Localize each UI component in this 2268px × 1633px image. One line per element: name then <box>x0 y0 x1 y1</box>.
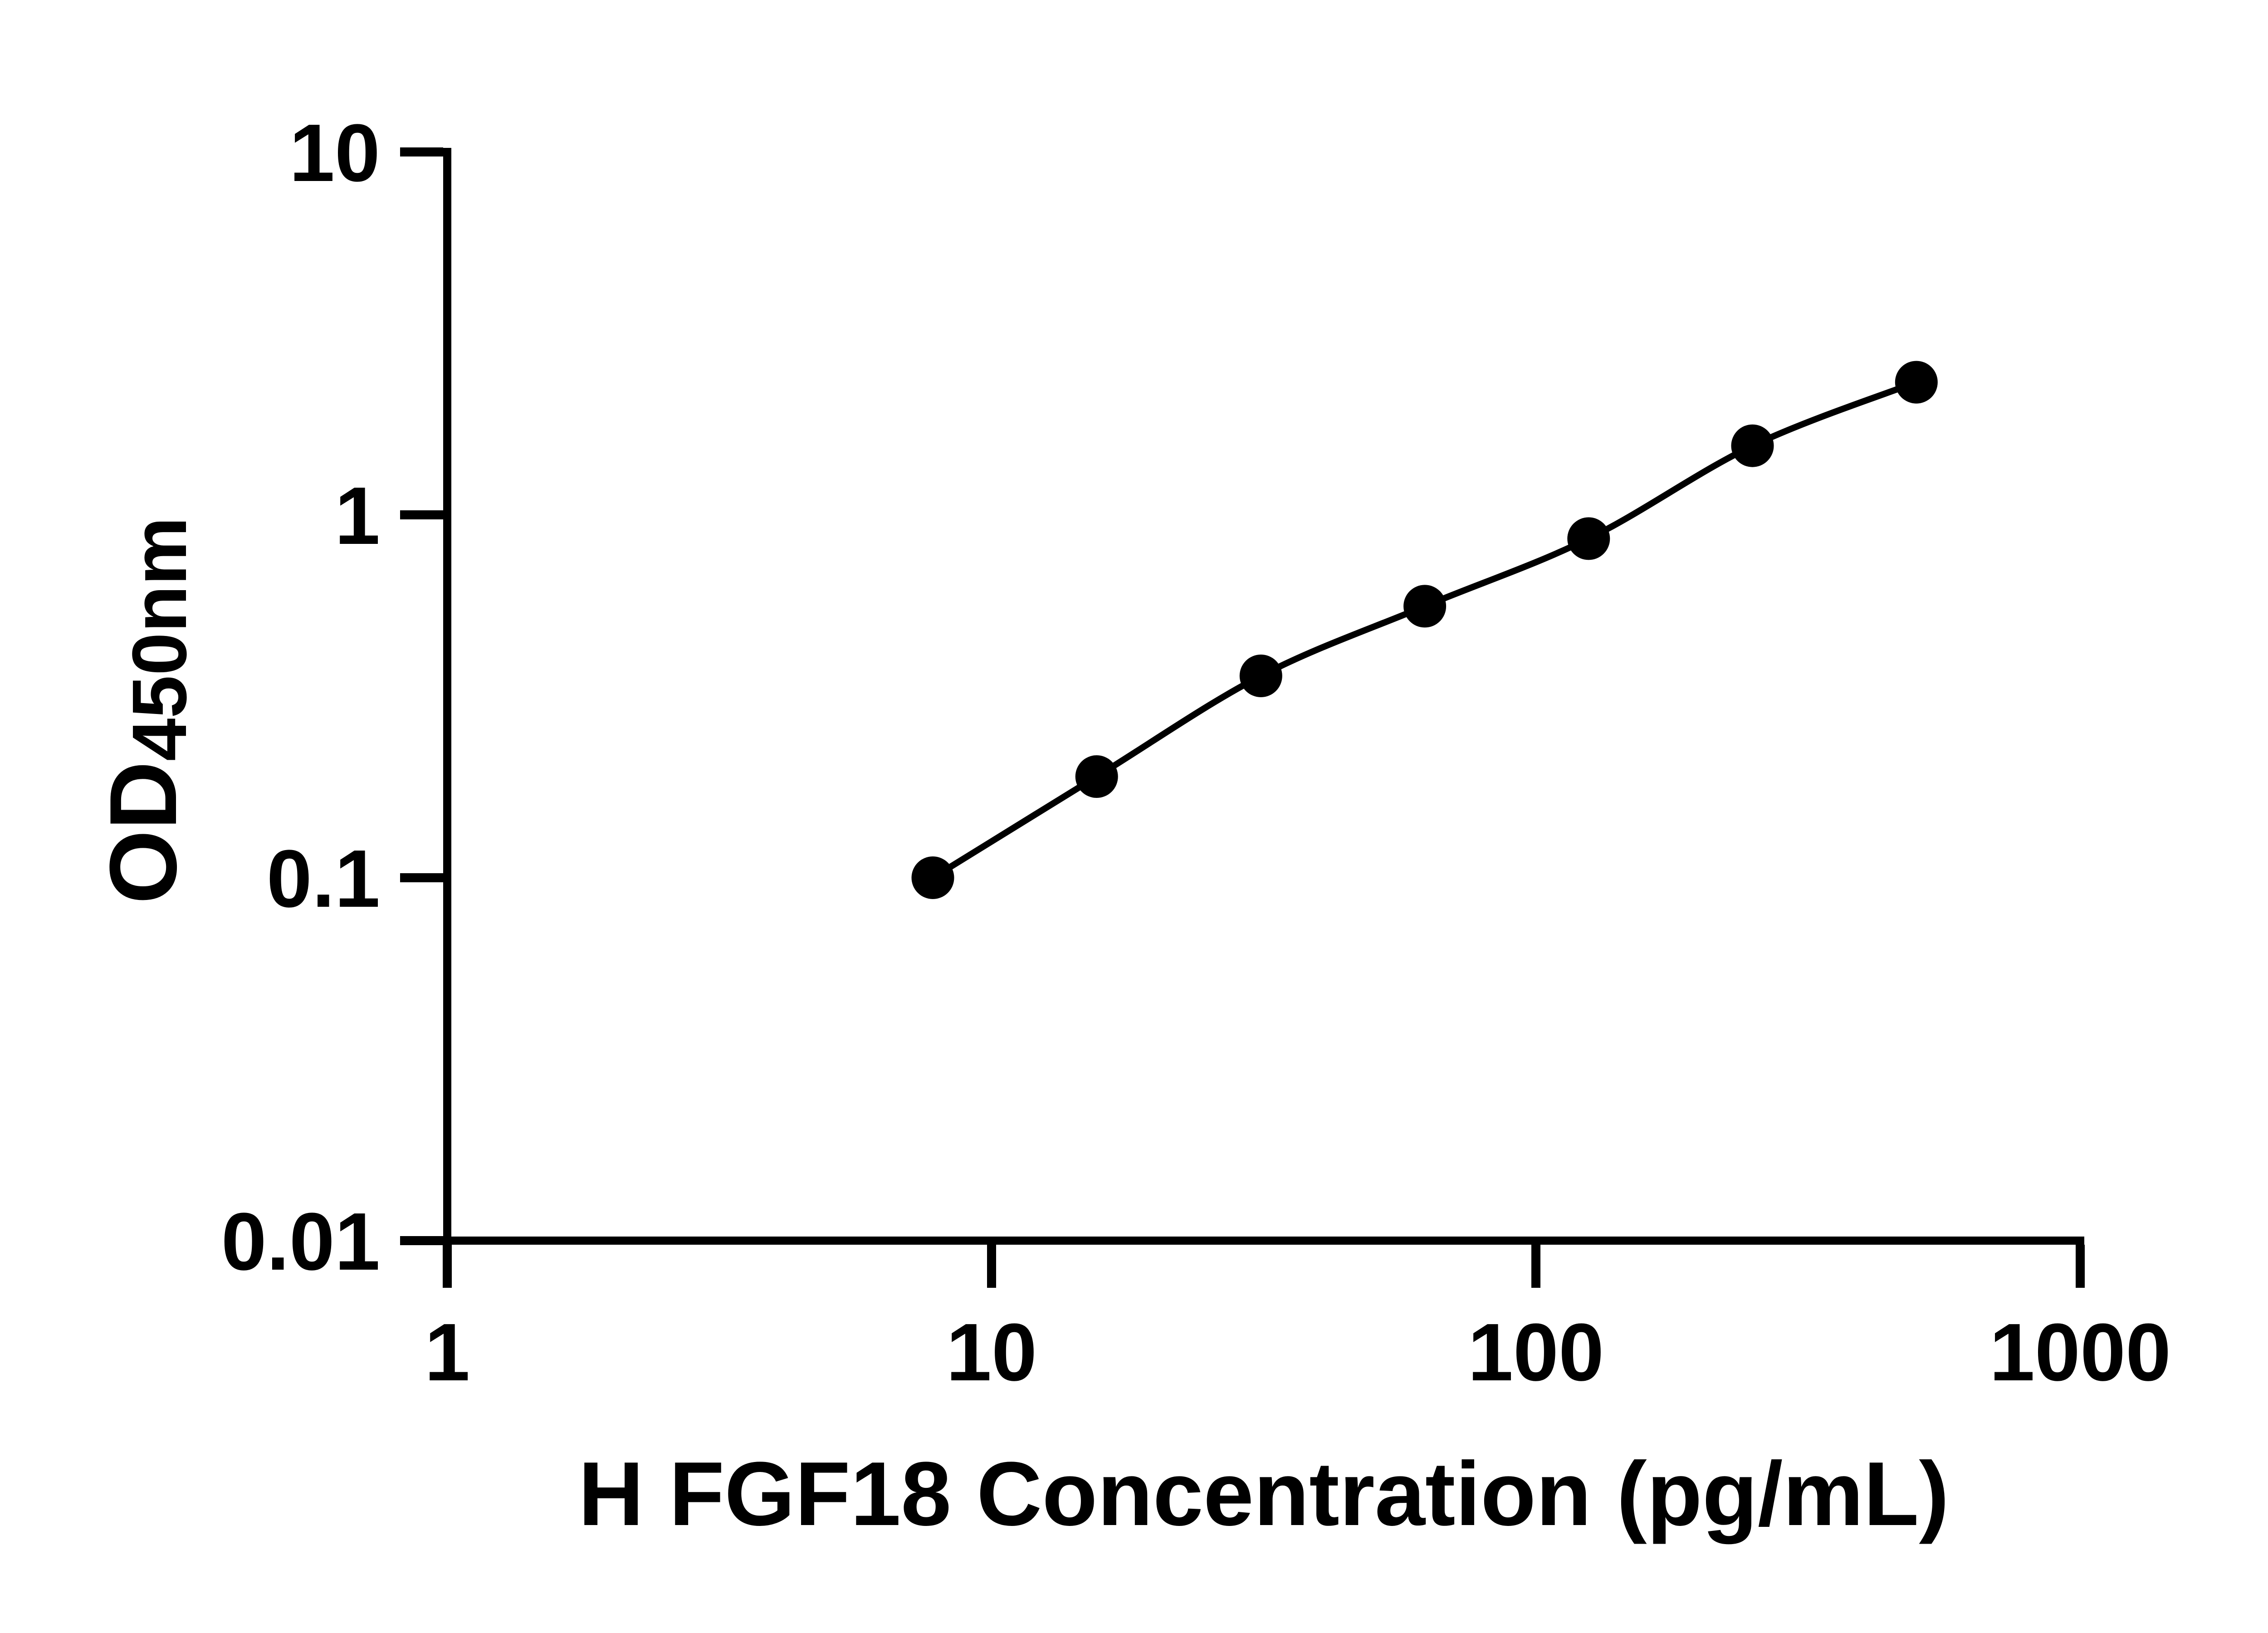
x-tick-label: 1 <box>425 1307 470 1398</box>
y-axis-title: OD450nm <box>90 517 203 904</box>
data-point <box>1895 361 1938 404</box>
axis-ticks <box>400 147 2085 1288</box>
x-tick-label: 10 <box>946 1307 1037 1398</box>
data-point <box>1731 424 1774 467</box>
y-tick-label: 0.1 <box>267 833 380 924</box>
axes <box>443 148 2084 1245</box>
y-tick-label: 0.01 <box>221 1196 380 1287</box>
data-point <box>1567 517 1610 560</box>
y-tick-label: 10 <box>289 108 380 199</box>
x-axis-title: H FGF18 Concentration (pg/mL) <box>578 1443 1949 1545</box>
data-point <box>1239 655 1282 697</box>
x-tick-label: 100 <box>1468 1307 1604 1398</box>
axis-tick-labels: 10 1 0.1 0.01 1 10 100 1000 <box>221 108 2171 1398</box>
y-tick-label: 1 <box>335 470 380 562</box>
data-series <box>911 361 1938 899</box>
y-axis-title-subscript: 450nm <box>117 517 203 761</box>
y-axis-title-main: OD <box>90 761 196 904</box>
data-point <box>1403 585 1447 628</box>
data-point <box>911 856 954 899</box>
x-tick-label: 1000 <box>1989 1307 2171 1398</box>
data-point <box>1075 755 1118 798</box>
